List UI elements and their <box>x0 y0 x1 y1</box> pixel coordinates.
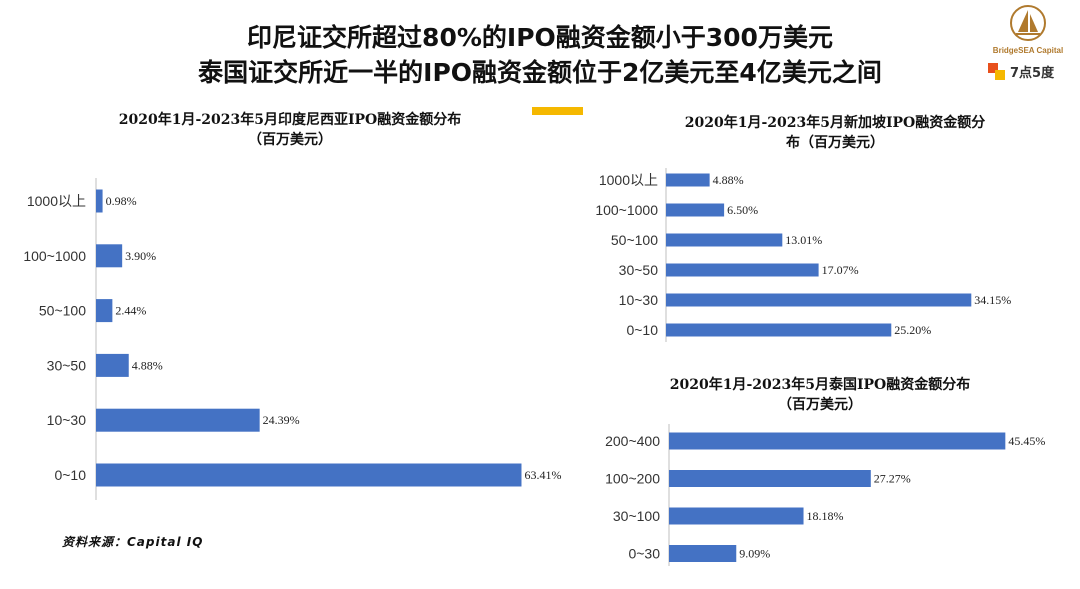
singapore-chart-title-line1: 2020年1月-2023年5月新加坡IPO融资金额分 <box>684 115 986 131</box>
accent-bar <box>532 107 583 115</box>
indonesia-bar <box>96 244 123 268</box>
singapore-category-label: 10~30 <box>619 292 659 308</box>
singapore-bar <box>666 323 892 337</box>
indonesia-bar <box>96 463 522 487</box>
indonesia-category-label: 50~100 <box>39 303 86 319</box>
thailand-value-label: 18.18% <box>807 509 844 523</box>
thailand-category-label: 30~100 <box>613 508 660 524</box>
thailand-category-label: 200~400 <box>605 433 660 449</box>
singapore-value-label: 17.07% <box>822 263 859 277</box>
brand-7-5-text: 7点5度 <box>1010 66 1055 81</box>
singapore-value-label: 6.50% <box>727 203 758 217</box>
indonesia-bar <box>96 353 129 377</box>
indonesia-value-label: 0.98% <box>106 194 137 208</box>
indonesia-value-label: 2.44% <box>115 304 146 318</box>
indonesia-value-label: 4.88% <box>132 358 163 372</box>
thailand-bar <box>669 507 804 525</box>
singapore-value-label: 4.88% <box>713 173 744 187</box>
thailand-bar <box>669 432 1006 450</box>
thailand-value-label: 27.27% <box>874 472 911 486</box>
singapore-value-label: 34.15% <box>974 293 1011 307</box>
singapore-bar <box>666 173 710 187</box>
singapore-bar <box>666 293 972 307</box>
bridgesea-logo: BridgeSEA Capital <box>988 4 1068 55</box>
squares-logo-icon <box>988 62 1005 80</box>
singapore-value-label: 25.20% <box>894 323 931 337</box>
sailboat-emblem-icon <box>1010 5 1046 41</box>
indonesia-category-label: 1000以上 <box>27 193 86 209</box>
indonesia-bar <box>96 299 113 323</box>
indonesia-chart-title-line1: 2020年1月-2023年5月印度尼西亚IPO融资金额分布 <box>118 112 462 128</box>
indonesia-category-label: 0~10 <box>54 467 86 483</box>
singapore-bar <box>666 263 819 277</box>
thailand-value-label: 9.09% <box>739 547 770 561</box>
thailand-bar <box>669 545 737 562</box>
indonesia-value-label: 63.41% <box>524 468 561 482</box>
indonesia-value-label: 24.39% <box>263 413 300 427</box>
singapore-category-label: 1000以上 <box>599 172 658 188</box>
indonesia-bar <box>96 408 260 432</box>
indonesia-category-label: 10~30 <box>47 412 87 428</box>
thailand-category-label: 0~30 <box>628 546 660 562</box>
singapore-bar <box>666 203 725 217</box>
indonesia-category-label: 100~1000 <box>23 248 86 264</box>
thailand-chart-title: 2020年1月-2023年5月泰国IPO融资金额分布 （百万美元） <box>600 375 1040 415</box>
source-note: 资料来源：Capital IQ <box>62 535 204 549</box>
singapore-chart-title: 2020年1月-2023年5月新加坡IPO融资金额分 布（百万美元） <box>630 113 1040 153</box>
thailand-chart-title-line1: 2020年1月-2023年5月泰国IPO融资金额分布 <box>669 377 971 393</box>
indonesia-bar <box>96 189 103 213</box>
indonesia-value-label: 3.90% <box>125 249 156 263</box>
bridgesea-logo-text: BridgeSEA Capital <box>992 46 1064 55</box>
singapore-chart-title-line2: 布（百万美元） <box>786 135 884 151</box>
singapore-value-label: 13.01% <box>785 233 822 247</box>
thailand-value-label: 45.45% <box>1008 434 1045 448</box>
thailand-bar <box>669 470 871 487</box>
singapore-category-label: 30~50 <box>619 262 659 278</box>
thailand-chart-title-line2: （百万美元） <box>778 397 862 413</box>
singapore-category-label: 100~1000 <box>595 202 658 218</box>
indonesia-category-label: 30~50 <box>47 357 87 373</box>
indonesia-chart-title-line2: （百万美元） <box>248 132 332 148</box>
singapore-bar <box>666 233 783 247</box>
singapore-category-label: 0~10 <box>626 322 658 338</box>
singapore-category-label: 50~100 <box>611 232 658 248</box>
headline-line-1: 印尼证交所超过80%的IPO融资金额小于300万美元 <box>247 23 833 52</box>
headline-line-2: 泰国证交所近一半的IPO融资金额位于2亿美元至4亿美元之间 <box>198 58 882 87</box>
thailand-category-label: 100~200 <box>605 471 660 487</box>
brand-7-5-logo: 7点5度 <box>988 62 1054 81</box>
indonesia-chart-title: 2020年1月-2023年5月印度尼西亚IPO融资金额分布 （百万美元） <box>40 110 540 150</box>
